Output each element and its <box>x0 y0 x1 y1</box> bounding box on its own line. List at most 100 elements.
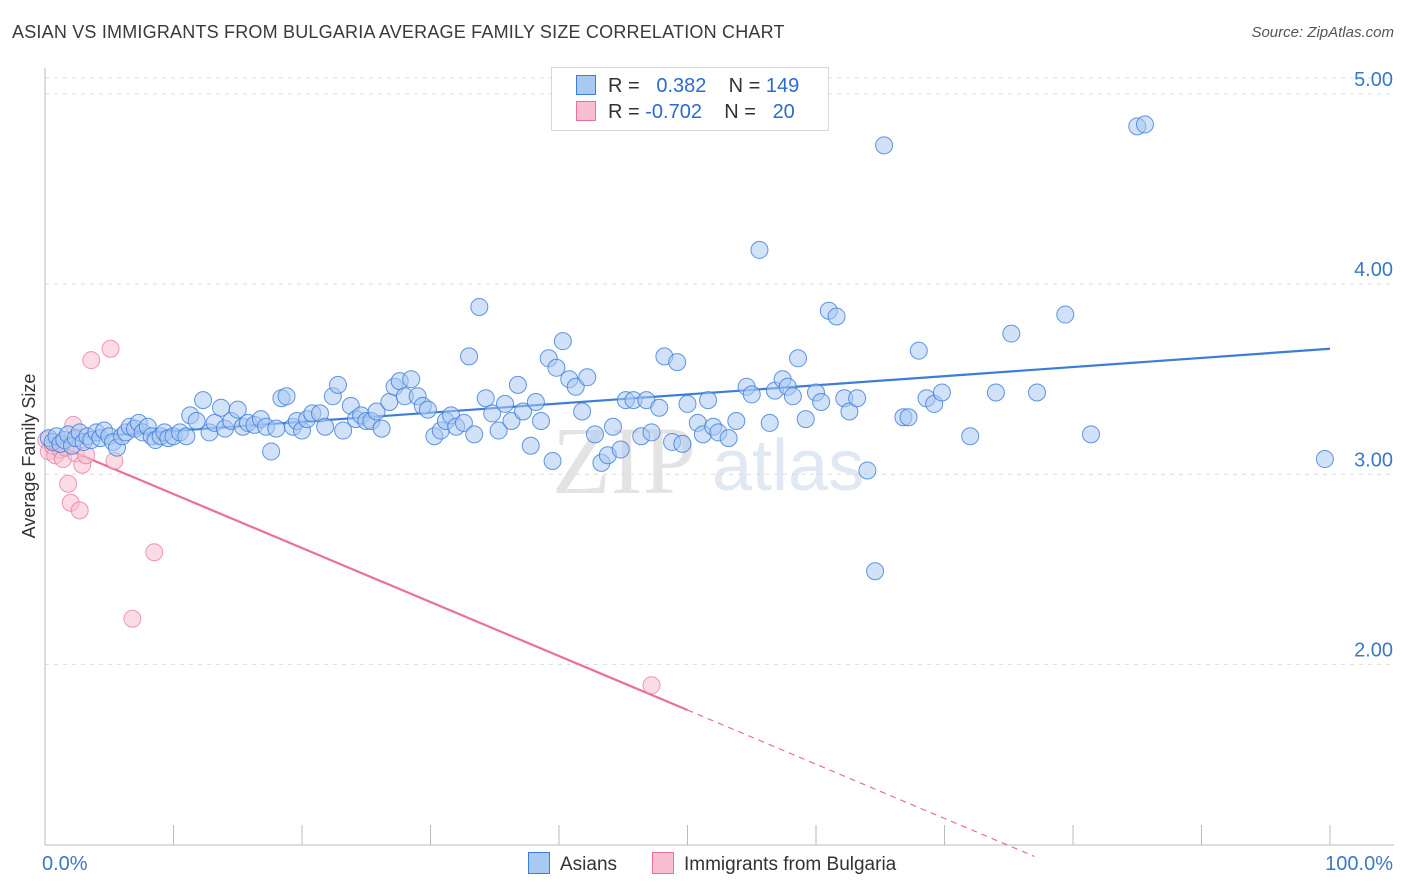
legend-swatch-asians <box>576 75 596 95</box>
asians-point <box>367 402 386 421</box>
bulgaria-point <box>642 676 661 695</box>
asians-point <box>566 377 585 396</box>
asians-point <box>760 413 779 432</box>
asians-point <box>460 347 479 366</box>
asians-point <box>840 402 859 421</box>
legend-n-value: 149 <box>765 75 800 97</box>
legend: R = 0.382 N = 149 R = -0.702 N = 20 <box>551 67 829 131</box>
series-bulgaria-points <box>37 339 661 695</box>
bulgaria-trendline <box>44 439 688 712</box>
y-tick-labels: 2.00 3.00 4.00 5.00 <box>1354 69 1393 661</box>
asians-point <box>514 402 533 421</box>
asians-point <box>578 368 597 387</box>
asians-point <box>532 412 551 431</box>
asians-point <box>789 349 808 368</box>
asians-point <box>418 400 437 419</box>
y-tick-label: 4.00 <box>1354 259 1393 281</box>
legend-r-value: 0.382 <box>656 75 707 97</box>
bottom-legend-swatch-asians <box>528 852 550 874</box>
bulgaria-point <box>123 609 142 628</box>
asians-point <box>727 412 746 431</box>
series-asians-points <box>39 115 1334 581</box>
asians-point <box>316 417 335 436</box>
asians-point <box>750 240 769 259</box>
asians-point <box>547 358 566 377</box>
legend-n-value: 20 <box>772 101 795 123</box>
asians-point <box>796 410 815 429</box>
asians-point <box>1135 115 1154 134</box>
asians-point <box>328 375 347 394</box>
asians-point <box>262 442 281 461</box>
asians-point <box>489 421 508 440</box>
asians-point <box>678 394 697 413</box>
asians-point <box>611 440 630 459</box>
asians-point <box>1081 425 1100 444</box>
asians-point <box>496 394 515 413</box>
legend-r-value: -0.702 <box>645 101 702 123</box>
asians-point <box>848 389 867 408</box>
asians-point <box>866 562 885 581</box>
asians-point <box>465 425 484 444</box>
asians-point <box>899 408 918 427</box>
asians-point <box>454 413 473 432</box>
asians-point <box>719 429 738 448</box>
asians-point <box>476 389 495 408</box>
asians-point <box>858 461 877 480</box>
bulgaria-point <box>101 339 120 358</box>
asians-point <box>668 353 687 372</box>
asians-point <box>642 423 661 442</box>
asians-point <box>1002 324 1021 343</box>
asians-point <box>267 419 286 438</box>
asians-point <box>986 383 1005 402</box>
legend-row-bulgaria: R = -0.702 N = 20 <box>576 101 795 127</box>
asians-point <box>277 387 296 406</box>
asians-point <box>483 404 502 423</box>
chart-title: ASIAN VS IMMIGRANTS FROM BULGARIA AVERAG… <box>12 22 785 42</box>
asians-point <box>742 385 761 404</box>
asians-point <box>228 400 247 419</box>
bulgaria-point <box>59 474 78 493</box>
asians-point <box>1315 450 1334 469</box>
asians-point <box>875 136 894 155</box>
bulgaria-point <box>70 501 89 520</box>
asians-point <box>827 307 846 326</box>
asians-point <box>1056 305 1075 324</box>
asians-point <box>573 402 592 421</box>
bulgaria-point <box>82 351 101 370</box>
asians-point <box>699 391 718 410</box>
asians-point <box>783 387 802 406</box>
x-tick-label-max: 100.0% <box>1325 853 1393 875</box>
asians-point <box>650 398 669 417</box>
asians-point <box>187 412 206 431</box>
asians-point <box>909 341 928 360</box>
asians-point <box>502 412 521 431</box>
asians-point <box>673 434 692 453</box>
y-axis-title: Average Family Size <box>19 374 39 539</box>
watermark-zip: ZIP <box>552 407 696 514</box>
bottom-legend-bulgaria: Immigrants from Bulgaria <box>652 852 896 876</box>
asians-point <box>380 393 399 412</box>
asians-point <box>603 417 622 436</box>
bottom-legend-label-bulgaria: Immigrants from Bulgaria <box>684 854 897 875</box>
bulgaria-point <box>145 543 164 562</box>
legend-r-label: R = <box>608 101 640 123</box>
bottom-legend-asians: Asians <box>528 852 617 876</box>
y-tick-label: 3.00 <box>1354 449 1393 471</box>
asians-point <box>585 425 604 444</box>
asians-point <box>553 332 572 351</box>
asians-point <box>402 370 421 389</box>
bottom-legend-label-asians: Asians <box>560 854 618 875</box>
source-label: Source: ZipAtlas.com <box>1251 24 1394 41</box>
bulgaria-trendline-extension <box>687 709 1035 857</box>
asians-point <box>334 421 353 440</box>
legend-r-label: R = <box>608 75 640 97</box>
asians-point <box>508 375 527 394</box>
y-tick-label: 2.00 <box>1354 639 1393 661</box>
asians-point <box>932 383 951 402</box>
asians-point <box>194 391 213 410</box>
asians-point <box>1028 383 1047 402</box>
asians-point <box>961 427 980 446</box>
asians-point <box>372 419 391 438</box>
legend-n-label: N = <box>724 101 756 123</box>
